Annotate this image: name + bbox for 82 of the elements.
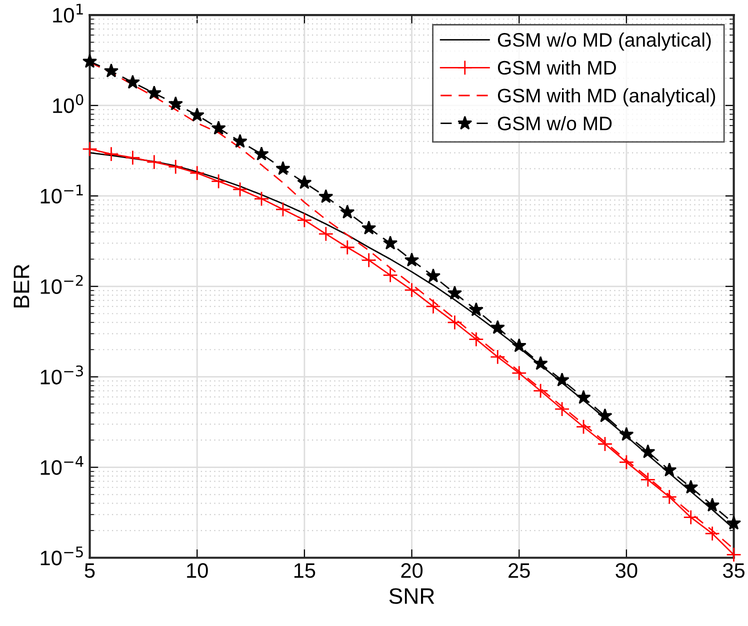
legend-label: GSM w/o MD — [498, 116, 612, 130]
point — [598, 408, 612, 422]
point — [404, 282, 420, 298]
point — [318, 189, 334, 204]
point — [340, 240, 356, 256]
point — [125, 150, 140, 166]
legend-label: GSM w/o MD (analytical) — [498, 32, 711, 51]
point — [426, 268, 441, 282]
point — [297, 175, 312, 190]
y-tick-label: 10$^{−4}$ — [40, 456, 84, 475]
point — [168, 159, 184, 174]
x-axis-title: SNR — [389, 588, 434, 604]
legend-label: GSM with MD (analytical) — [498, 88, 716, 106]
y-tick-label: 10$^{−2}$ — [40, 274, 83, 294]
point — [576, 419, 592, 434]
point — [382, 268, 398, 283]
point — [318, 226, 334, 242]
point — [468, 332, 484, 347]
point — [276, 161, 290, 176]
point — [275, 202, 291, 218]
point — [619, 426, 634, 441]
point — [296, 212, 312, 228]
y-tick-label: 10$^{−3}$ — [40, 365, 83, 384]
point — [640, 472, 656, 488]
x-tick-label: 5 — [84, 563, 95, 578]
x-tick-label: 35 — [722, 563, 744, 578]
point — [168, 96, 183, 110]
point — [662, 462, 677, 476]
point — [254, 191, 270, 206]
point — [361, 252, 376, 268]
point — [426, 298, 441, 314]
point — [210, 174, 226, 189]
x-tick-label: 30 — [616, 563, 638, 578]
point — [511, 365, 527, 381]
point — [512, 338, 526, 352]
point — [468, 302, 484, 316]
point — [125, 74, 140, 89]
point — [640, 444, 656, 458]
x-tick-label: 20 — [401, 563, 423, 578]
point — [554, 372, 570, 386]
point — [705, 498, 720, 512]
point — [232, 134, 248, 148]
point — [362, 220, 376, 235]
y-tick-label: 10$^{1}$ — [53, 4, 83, 23]
point — [340, 204, 355, 219]
x-tick-label: 15 — [294, 563, 316, 578]
point — [554, 401, 570, 417]
point — [684, 480, 698, 494]
point — [704, 526, 720, 542]
point — [104, 146, 119, 162]
point — [82, 141, 98, 157]
point — [190, 108, 204, 122]
point — [232, 182, 248, 198]
point — [533, 356, 548, 370]
point — [146, 85, 162, 100]
point — [597, 436, 613, 452]
point — [447, 286, 462, 300]
point — [211, 120, 226, 135]
point — [104, 63, 119, 78]
point — [576, 390, 591, 404]
point — [532, 383, 548, 399]
y-tick-label: 10$^{−1}$ — [40, 184, 83, 204]
x-tick-label: 25 — [508, 563, 530, 578]
point — [490, 349, 506, 365]
point — [726, 547, 742, 562]
legend-label: GSM with MD — [498, 60, 616, 75]
point — [662, 489, 678, 505]
point — [447, 314, 462, 330]
point — [254, 146, 269, 160]
y-tick-label: 10$^{0}$ — [53, 94, 84, 114]
point — [189, 165, 205, 181]
point — [82, 54, 98, 68]
x-tick-label: 10 — [187, 563, 208, 578]
y-tick-label: 10$^{−5}$ — [40, 546, 83, 566]
point — [490, 320, 505, 334]
point — [146, 154, 162, 170]
point — [404, 252, 420, 266]
point — [683, 510, 698, 525]
y-axis-title: BER — [14, 264, 30, 308]
point — [726, 516, 742, 530]
point — [618, 454, 634, 470]
point — [383, 236, 398, 250]
